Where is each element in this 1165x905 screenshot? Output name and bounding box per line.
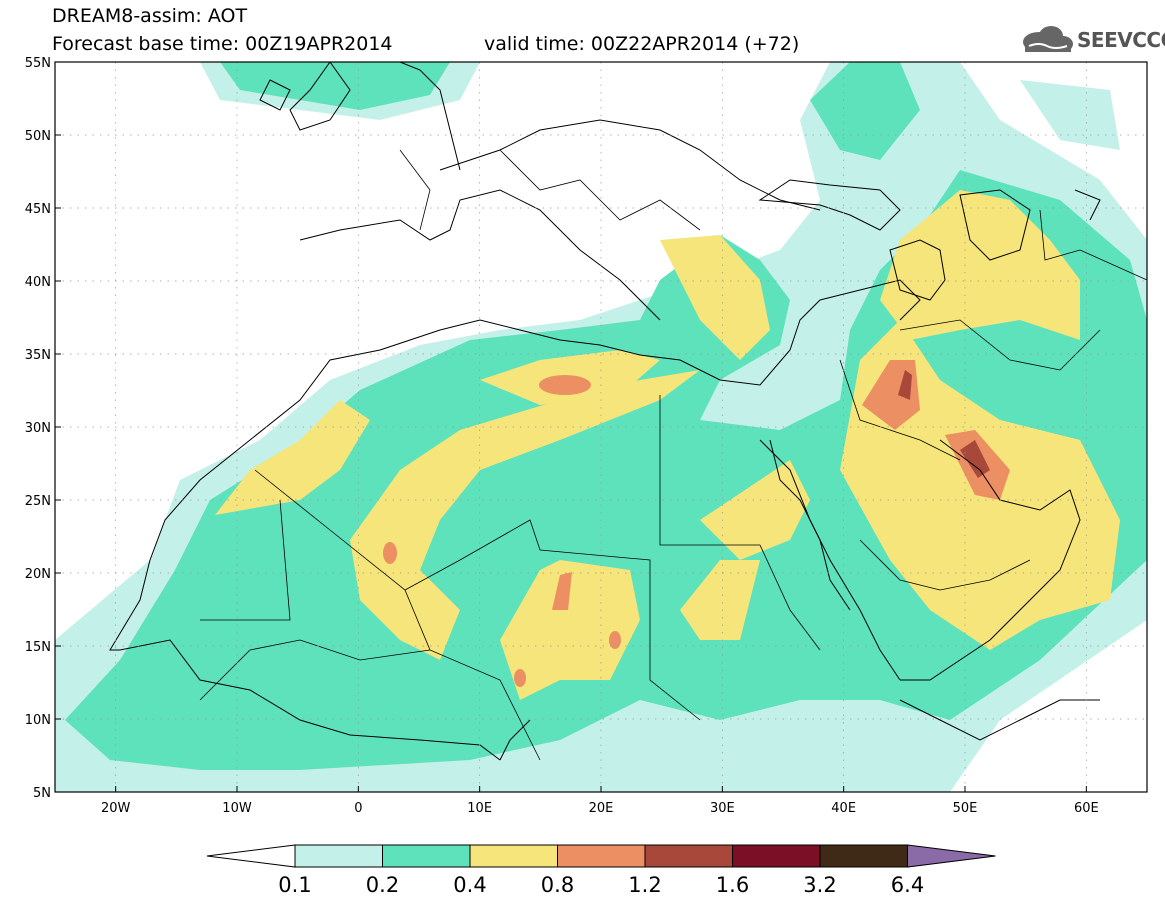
lat-tick-label: 50N — [25, 129, 51, 144]
colorbar-segment — [819, 844, 908, 868]
lat-tick-labels: 55N 50N 45N 40N 35N 30N 25N 20N 15N 10N 5N — [25, 56, 61, 801]
colorbar-level-label: 0.1 — [278, 873, 311, 897]
colorbar-segment — [557, 844, 646, 868]
colorbar-segment — [644, 844, 733, 868]
lon-tick-label: 10W — [222, 801, 252, 816]
logo-text: SEEVCCC — [1077, 28, 1165, 52]
colorbar: 0.1 0.2 0.4 0.8 1.2 1.6 3.2 6.4 — [206, 844, 996, 897]
lon-tick-label: 50E — [953, 801, 978, 816]
colorbar-segment — [294, 844, 383, 868]
colorbar-level-label: 6.4 — [891, 873, 924, 897]
colorbar-segment — [732, 844, 821, 868]
aot-band-1.2-1.6 — [898, 370, 990, 478]
lon-tick-label: 60E — [1074, 801, 1099, 816]
colorbar-segment — [469, 844, 558, 868]
lon-tick-label: 20W — [101, 801, 131, 816]
lat-tick-label: 20N — [25, 567, 51, 582]
title-line-2: Forecast base time: 00Z19APR2014 — [52, 33, 393, 55]
lat-tick-label: 25N — [25, 494, 51, 509]
gridlines — [55, 62, 1147, 792]
colorbar-level-label: 0.4 — [453, 873, 486, 897]
lat-tick-label: 55N — [25, 56, 51, 71]
colorbar-level-label: 3.2 — [803, 873, 836, 897]
lon-tick-label: 0 — [354, 801, 362, 816]
colorbar-level-label: 1.2 — [628, 873, 661, 897]
lat-tick-label: 45N — [25, 202, 51, 217]
lat-tick-label: 30N — [25, 421, 51, 436]
lat-tick-label: 35N — [25, 348, 51, 363]
lon-tick-label: 10E — [467, 801, 492, 816]
lon-tick-label: 20E — [589, 801, 614, 816]
lat-tick-label: 10N — [25, 713, 51, 728]
lon-tick-labels: 20W 10W 0 10E 20E 30E 40E 50E 60E — [101, 786, 1099, 816]
lat-tick-label: 40N — [25, 275, 51, 290]
lat-tick-label: 5N — [33, 786, 51, 801]
colorbar-level-label: 1.6 — [716, 873, 749, 897]
seevccc-logo: SEEVCCC — [1017, 22, 1165, 58]
lat-tick-label: 15N — [25, 640, 51, 655]
valid-time: valid time: 00Z22APR2014 (+72) — [484, 33, 800, 55]
cloud-icon — [1023, 26, 1073, 52]
borders — [199, 149, 1147, 761]
colorbar-level-label: 0.2 — [366, 873, 399, 897]
title-line-1: DREAM8-assim: AOT — [52, 5, 248, 27]
aot-band-0.2-0.4 — [65, 62, 1147, 770]
coastlines — [109, 62, 1101, 761]
colorbar-low-arrow — [206, 844, 296, 868]
colorbar-level-label: 0.8 — [541, 873, 574, 897]
colorbar-high-arrow — [907, 844, 996, 868]
aot-field — [55, 62, 1147, 792]
colorbar-segment — [382, 844, 471, 868]
lon-tick-label: 30E — [710, 801, 735, 816]
lon-tick-label: 40E — [831, 801, 856, 816]
